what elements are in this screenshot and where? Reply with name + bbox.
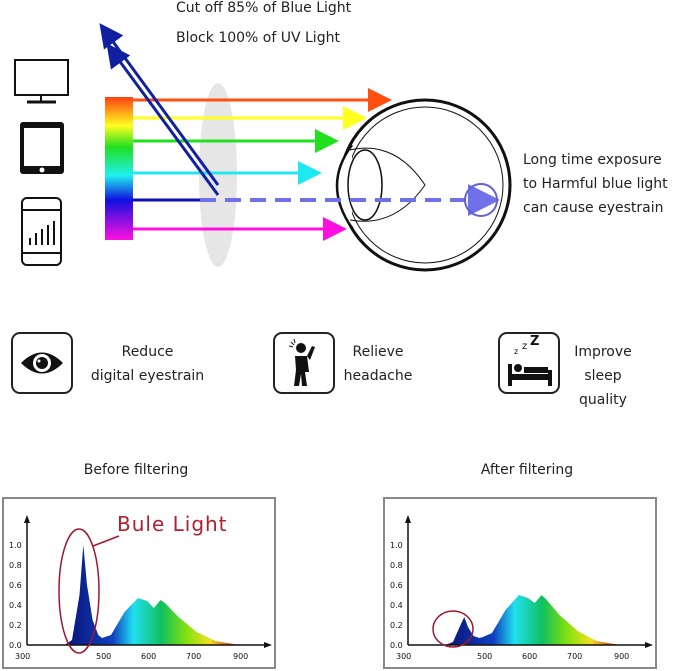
monitor-icon: [14, 59, 69, 104]
svg-text:Z: Z: [530, 334, 539, 349]
x-tick-label: 300: [396, 652, 411, 661]
light-spectrum-bar: [105, 97, 133, 240]
highlight-ellipse: [432, 610, 474, 648]
x-tick-label: 500: [96, 652, 111, 661]
benefit-eyestrain: Reduce digital eyestrain: [90, 344, 205, 384]
svg-text:z: z: [522, 341, 527, 352]
x-tick-label: 700: [567, 652, 582, 661]
x-tick-label: 600: [141, 652, 156, 661]
headache-person-icon: [273, 332, 335, 394]
y-tick-label: 0.6: [9, 581, 22, 590]
y-tick-label: 0.0: [9, 641, 22, 650]
x-tick-label: 500: [477, 652, 492, 661]
y-tick-label: 0.4: [390, 601, 403, 610]
y-tick-label: 0.0: [390, 641, 403, 650]
eye-icon: [11, 332, 73, 394]
x-axis-arrow: [264, 642, 272, 648]
uv-light-claim: Block 100% of UV Light: [176, 30, 340, 46]
x-tick-label: 300: [15, 652, 30, 661]
y-tick-label: 0.2: [9, 621, 22, 630]
y-tick-label: 0.4: [9, 601, 22, 610]
light-diagram: [14, 23, 512, 272]
retina-highlight: [464, 183, 498, 217]
benefit-headache: Relieve headache: [343, 344, 413, 384]
blue-light-annotation: Bule Light: [117, 512, 228, 536]
spectrum-area: [64, 545, 239, 645]
x-tick-label: 600: [522, 652, 537, 661]
benefit-sleep: Improve sleep quality: [574, 344, 632, 408]
y-tick-label: 1.0: [9, 541, 22, 550]
highlight-ellipse: [58, 528, 100, 654]
tablet-icon: [20, 122, 64, 174]
eye-diagram: [335, 98, 512, 272]
smartphone-icon: [21, 197, 62, 266]
after-filtering-chart: 300 500 600 700 900 0.0 0.2 0.4 0.6 0.8 1.0: [383, 497, 657, 669]
y-tick-label: 0.8: [9, 561, 22, 570]
y-axis-arrow: [24, 515, 30, 523]
y-tick-label: 0.6: [390, 581, 403, 590]
svg-text:z: z: [514, 347, 518, 356]
y-tick-label: 0.8: [390, 561, 403, 570]
light-rays: [99, 23, 392, 241]
eye-note: Long time exposure to Harmful blue light c…: [523, 152, 668, 216]
x-tick-label: 900: [233, 652, 248, 661]
spectrum-area: [445, 595, 620, 645]
x-tick-label: 900: [614, 652, 629, 661]
x-tick-label: 700: [186, 652, 201, 661]
chart-title-after: After filtering: [480, 462, 574, 478]
y-tick-label: 1.0: [390, 541, 403, 550]
y-tick-label: 0.2: [390, 621, 403, 630]
y-axis-arrow: [405, 515, 411, 523]
annotation-leader: [92, 535, 120, 547]
before-filtering-chart: 300 500 600 700 900 0.0 0.2 0.4 0.6 0.8 1.0: [2, 497, 276, 669]
x-axis-arrow: [645, 642, 653, 648]
blue-light-claim: Cut off 85% of Blue Light: [176, 0, 352, 16]
chart-title-before: Before filtering: [83, 462, 189, 478]
lens: [199, 83, 237, 267]
